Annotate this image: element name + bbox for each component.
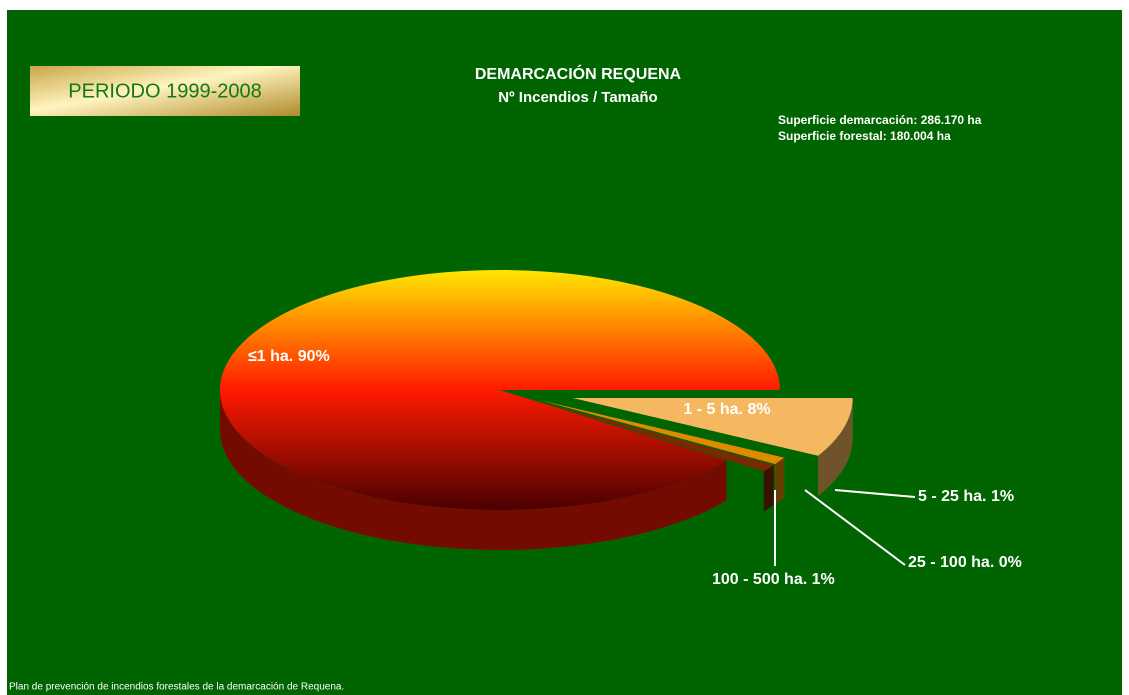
- leader-line: [804, 489, 906, 566]
- annotation: Superficie demarcación: 286.170 ha: [778, 113, 982, 127]
- slice: [572, 397, 853, 456]
- chart-subtitle: Nº Incendios / Tamaño: [498, 89, 657, 106]
- slice: [220, 270, 781, 511]
- slice: [538, 399, 785, 465]
- slice: [537, 400, 774, 472]
- label-value: 8%: [747, 401, 770, 418]
- data-label: 25 - 100 ha. 0%: [908, 554, 1022, 571]
- data-label: ≤1 ha. 90%: [248, 348, 330, 365]
- label-value: 90%: [298, 348, 330, 365]
- label-value: 1%: [812, 571, 835, 588]
- slice-side-shade: [220, 390, 727, 550]
- leader-line: [834, 489, 916, 498]
- badge-text: PERIODO 1999-2008: [68, 80, 261, 102]
- slice-side-shade: [763, 465, 774, 512]
- label-category: ≤1 ha.: [248, 348, 293, 365]
- label-value: 0%: [999, 554, 1022, 571]
- data-label: 5 - 25 ha. 1%: [918, 488, 1014, 505]
- label-category: 100 - 500 ha.: [712, 571, 807, 588]
- annotation: Superficie forestal: 180.004 ha: [778, 129, 951, 143]
- slice-side-shade: [775, 457, 785, 505]
- label-category: 1 - 5 ha.: [683, 401, 743, 418]
- slice-side-shade: [818, 397, 853, 496]
- data-label: 1 - 5 ha. 8%: [683, 401, 770, 418]
- label-category: 5 - 25 ha.: [918, 488, 986, 505]
- chart-title: DEMARCACIÓN REQUENA: [475, 64, 682, 83]
- data-label: 100 - 500 ha. 1%: [712, 571, 835, 588]
- footer: Plan de prevención de incendios forestal…: [9, 682, 344, 693]
- badge: [30, 66, 300, 116]
- label-value: 1%: [991, 488, 1014, 505]
- label-category: 25 - 100 ha.: [908, 554, 994, 571]
